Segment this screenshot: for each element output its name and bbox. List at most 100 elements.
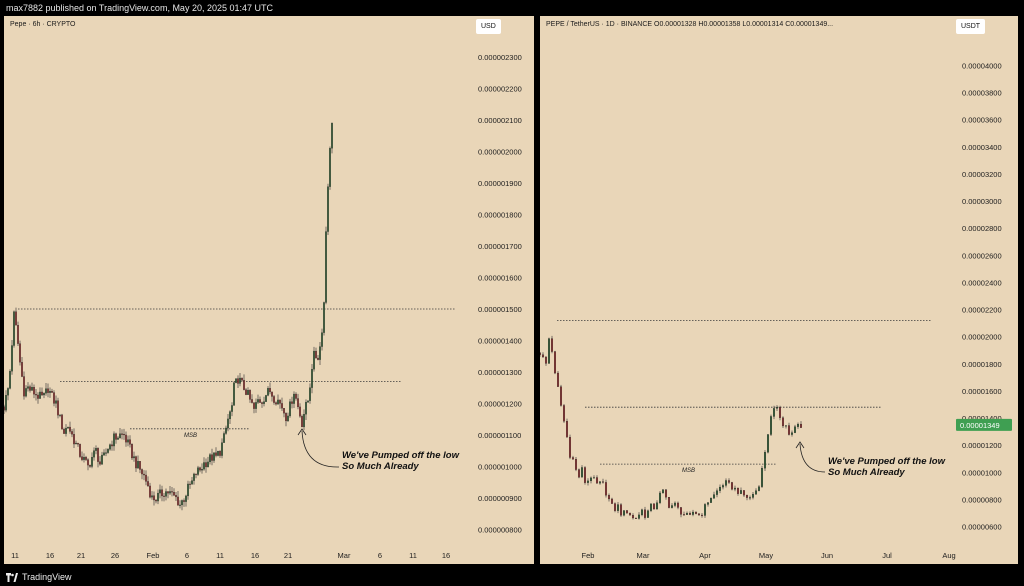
candle (281, 403, 283, 409)
plot-area: MSB (540, 319, 932, 520)
currency-unit-right[interactable]: USDT (956, 19, 986, 34)
candle (317, 357, 319, 360)
footer-bar: TradingView (0, 569, 1024, 586)
candle (209, 454, 211, 463)
candle (563, 405, 565, 422)
candle (287, 415, 289, 422)
candle (261, 402, 263, 404)
candle (89, 464, 91, 467)
y-tick-label: 0.000001900 (478, 179, 522, 188)
candle (303, 414, 305, 428)
candle (710, 498, 712, 503)
candle (171, 491, 173, 493)
tradingview-brand[interactable]: TradingView (22, 572, 72, 582)
candle (668, 497, 670, 508)
candle (133, 456, 135, 459)
candle (17, 325, 19, 344)
candle (57, 400, 59, 416)
y-tick-label: 0.00000600 (962, 523, 1002, 532)
candle (779, 407, 781, 418)
candle (237, 378, 239, 384)
candle (223, 433, 225, 443)
chart-panel-left[interactable]: Pepe · 6h · CRYPTO USD MSB 0.000000800 0.0… (4, 16, 534, 564)
candle (161, 489, 163, 497)
candle (283, 408, 285, 414)
y-tick-label: 0.000001000 (478, 463, 522, 472)
candlestick-chart-right[interactable]: MSB 0.00000600 0.00000800 0.00001000 0.00001… (540, 16, 1018, 564)
candle (331, 123, 333, 149)
candle (578, 469, 580, 478)
y-tick-label: 0.00002600 (962, 251, 1002, 260)
plot-area: MSB (4, 122, 456, 511)
candle (277, 399, 279, 405)
candle (97, 448, 99, 462)
y-tick-label: 0.00003800 (962, 89, 1002, 98)
candle (193, 473, 195, 481)
candle (722, 485, 724, 488)
y-tick-label: 0.000001600 (478, 273, 522, 282)
candle (65, 427, 67, 434)
candle (195, 473, 197, 475)
candle (103, 452, 105, 456)
candle (263, 401, 265, 404)
candle (279, 399, 281, 404)
candle (113, 433, 115, 447)
candle (653, 503, 655, 510)
candle (707, 502, 709, 505)
candle (572, 457, 574, 460)
candle (620, 504, 622, 516)
candle (758, 486, 760, 491)
candle (797, 423, 799, 427)
candle (632, 515, 634, 519)
candle (243, 380, 245, 390)
y-tick-label: 0.00002000 (962, 333, 1002, 342)
x-tick-label: 6 (185, 551, 189, 560)
candle (159, 489, 161, 494)
candle (7, 388, 9, 396)
y-tick-label: 0.00001200 (962, 441, 1002, 450)
candle (241, 377, 243, 381)
candle (671, 505, 673, 508)
candle (87, 459, 89, 466)
y-tick-label: 0.00003200 (962, 170, 1002, 179)
candle (37, 394, 39, 399)
x-tick-label: 26 (111, 551, 119, 560)
candle (776, 407, 778, 409)
candle (239, 377, 241, 384)
candle (602, 481, 604, 483)
candle (605, 482, 607, 496)
candle (794, 426, 796, 433)
candle (213, 452, 215, 461)
candle (73, 434, 75, 445)
currency-unit-left[interactable]: USD (476, 19, 501, 34)
candle (791, 432, 793, 435)
x-tick-label: Jun (821, 551, 833, 560)
candle (311, 369, 313, 388)
candle (107, 449, 109, 453)
candle (27, 386, 29, 389)
candle (548, 338, 550, 364)
annotation-text: So Much Already (828, 467, 905, 478)
candle (569, 437, 571, 458)
candle (19, 343, 21, 363)
candle (257, 399, 259, 403)
candle (55, 400, 57, 404)
last-price-tag (956, 418, 1012, 431)
candle (662, 489, 664, 494)
candle (23, 376, 25, 397)
candle (297, 398, 299, 408)
candle (233, 382, 235, 406)
chart-panel-right[interactable]: PEPE / TetherUS · 1D · BINANCE O0.000013… (540, 16, 1018, 564)
candle (217, 451, 219, 456)
candle (235, 378, 237, 383)
candle (219, 451, 221, 456)
candle (51, 390, 53, 393)
x-tick-label: Feb (147, 551, 160, 560)
candle (177, 496, 179, 506)
candle (656, 502, 658, 510)
candle (115, 433, 117, 440)
candlestick-chart-left[interactable]: MSB 0.000000800 0.000000900 0.000001000 0.00… (4, 16, 534, 564)
candle (105, 452, 107, 454)
candle (151, 495, 153, 498)
candle (75, 442, 77, 445)
